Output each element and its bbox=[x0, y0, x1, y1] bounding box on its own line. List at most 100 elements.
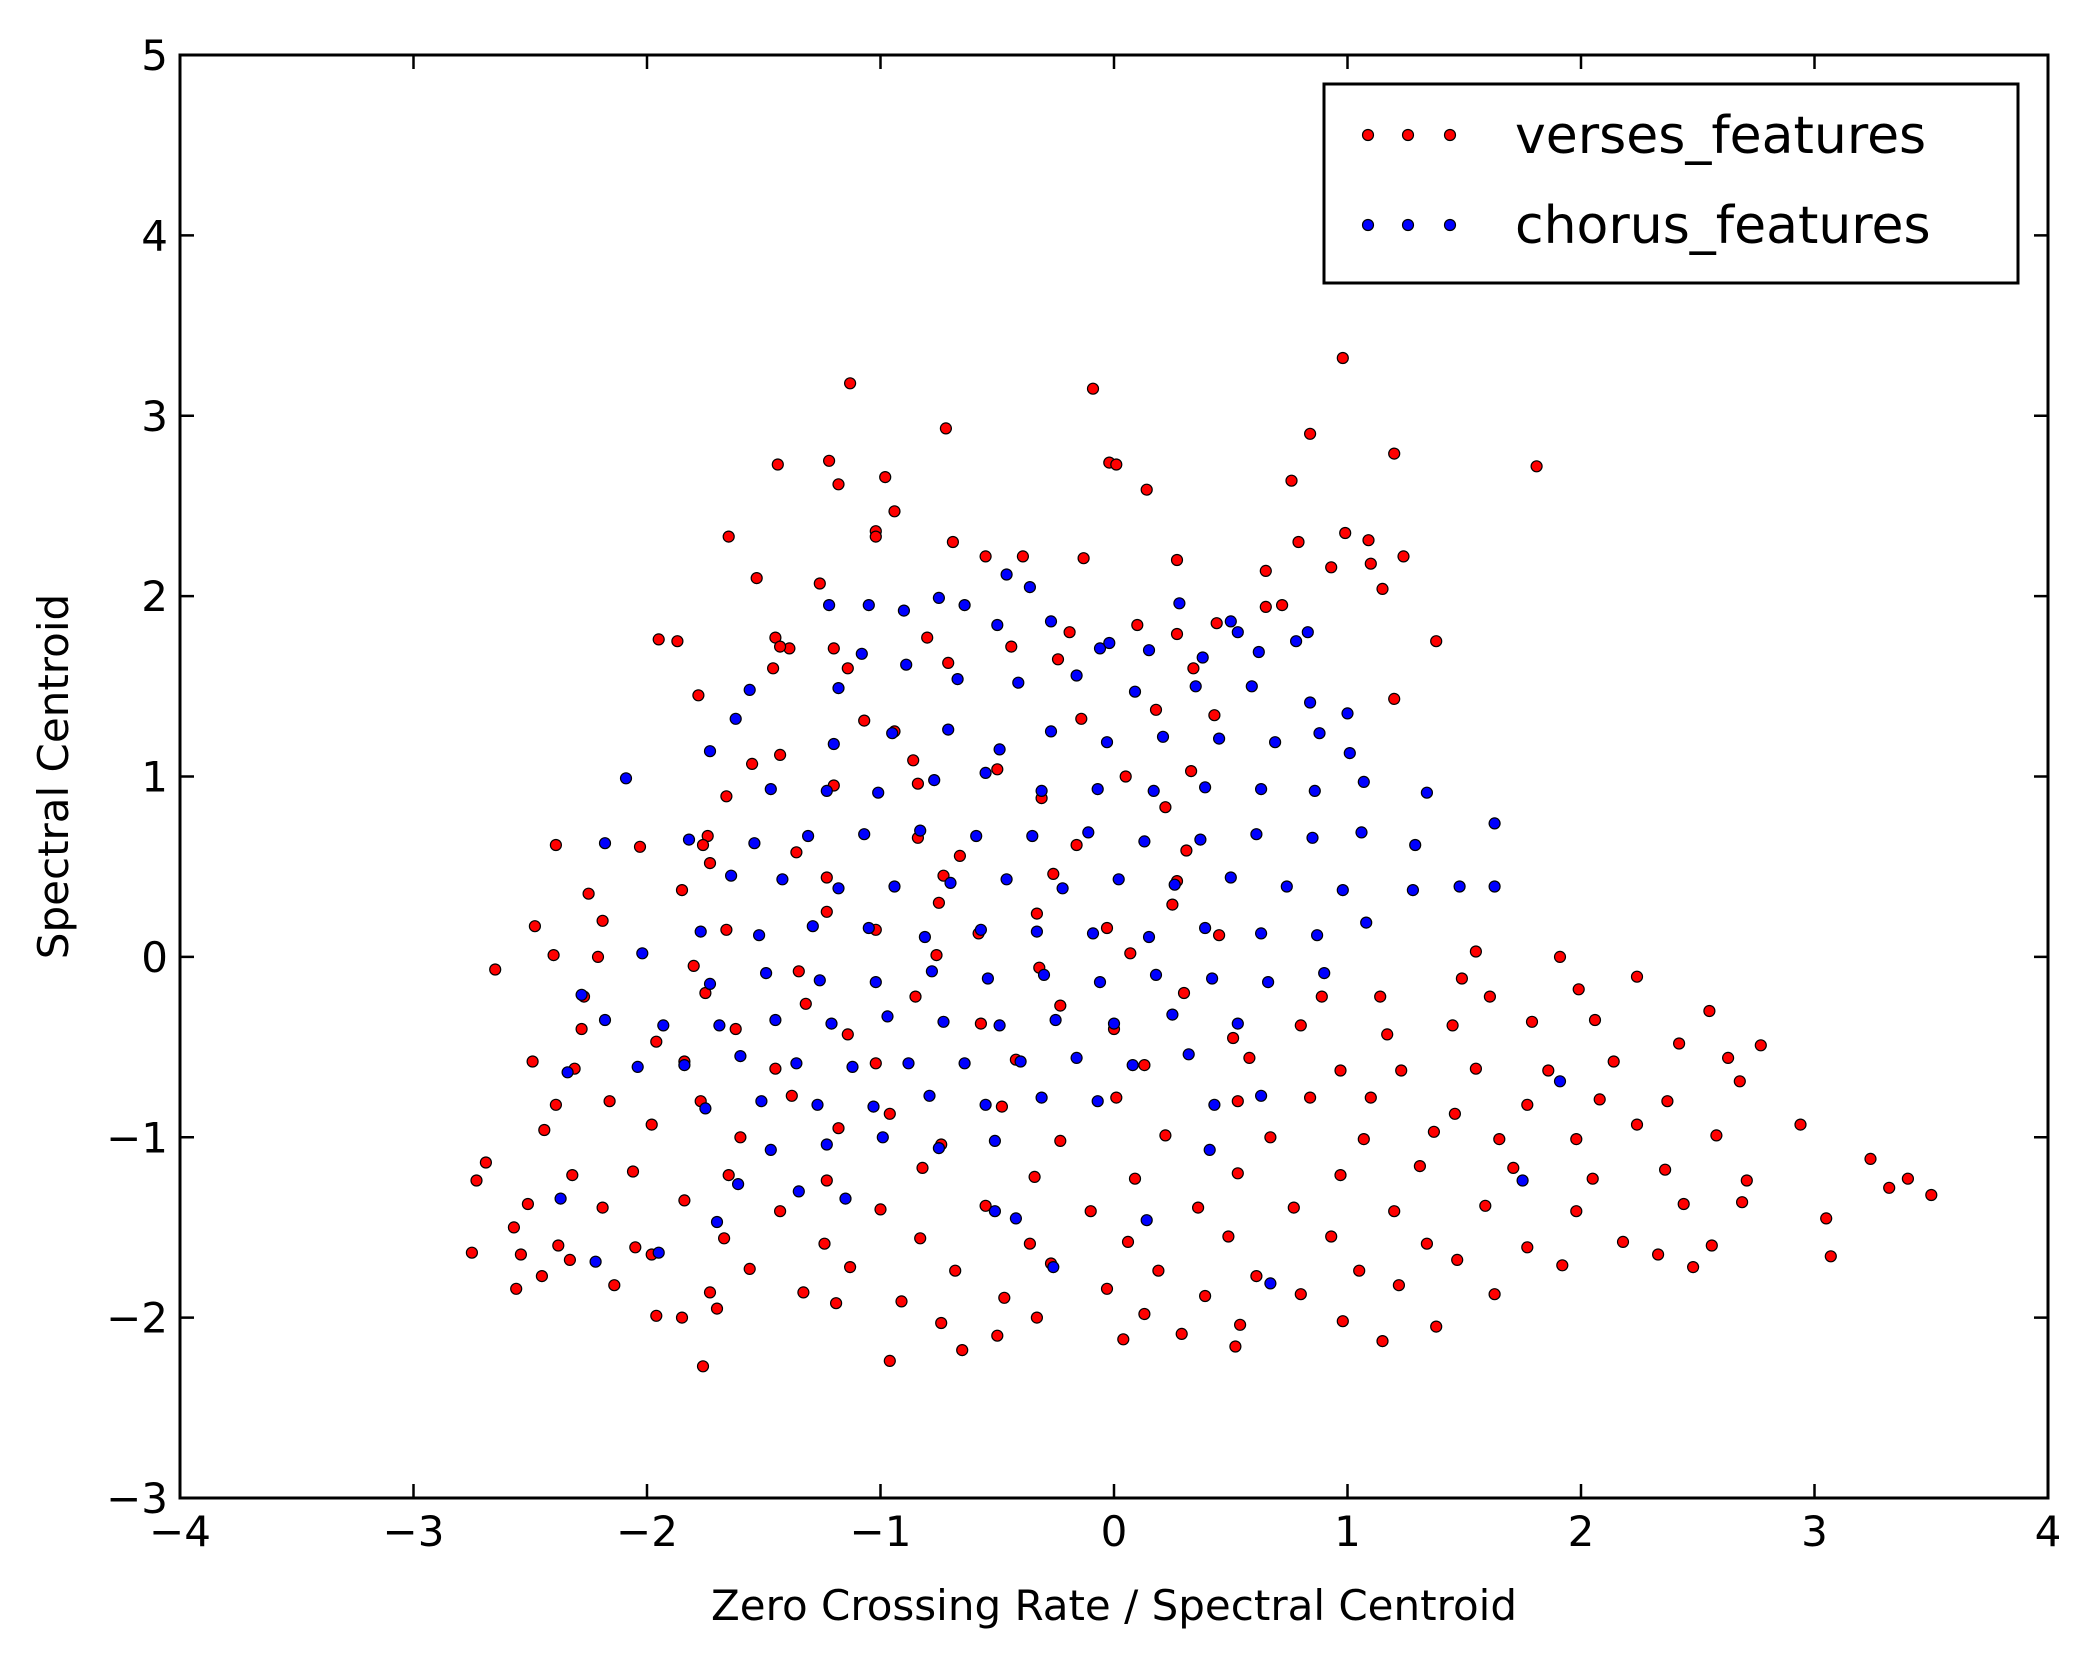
data-point bbox=[923, 1089, 936, 1102]
data-point bbox=[720, 790, 733, 803]
y-tick-label: 4 bbox=[141, 211, 168, 260]
data-point bbox=[1686, 1260, 1700, 1274]
data-point bbox=[1063, 626, 1076, 639]
data-point bbox=[979, 1098, 992, 1111]
data-point bbox=[1124, 947, 1137, 960]
data-point bbox=[832, 478, 845, 491]
data-point bbox=[1453, 880, 1466, 893]
y-tick-label: −1 bbox=[106, 1113, 168, 1162]
data-point bbox=[790, 1057, 803, 1070]
data-point bbox=[1044, 725, 1058, 738]
data-point bbox=[720, 923, 733, 936]
data-point bbox=[766, 662, 780, 675]
data-point bbox=[1735, 1196, 1749, 1209]
data-point bbox=[944, 876, 957, 890]
data-point bbox=[734, 1049, 747, 1063]
data-point bbox=[598, 1013, 612, 1027]
data-point bbox=[1047, 1260, 1060, 1274]
data-point bbox=[998, 1291, 1011, 1304]
data-point bbox=[633, 840, 647, 853]
data-point bbox=[1469, 1062, 1483, 1075]
data-point bbox=[813, 577, 826, 590]
data-point bbox=[1100, 736, 1114, 749]
data-point bbox=[1553, 950, 1567, 964]
data-point bbox=[1572, 983, 1585, 996]
data-point bbox=[820, 1138, 833, 1151]
y-tick-label: 2 bbox=[141, 572, 168, 621]
data-point bbox=[1343, 746, 1356, 760]
data-point bbox=[1303, 696, 1317, 709]
data-point bbox=[1413, 1159, 1427, 1173]
data-point bbox=[1530, 460, 1543, 473]
data-point bbox=[1630, 1118, 1644, 1131]
data-point bbox=[1077, 552, 1090, 565]
data-point bbox=[895, 1295, 908, 1308]
data-point bbox=[855, 647, 868, 660]
data-point bbox=[652, 633, 665, 646]
data-point bbox=[696, 1360, 710, 1373]
data-point bbox=[1044, 615, 1058, 628]
data-point bbox=[1254, 782, 1268, 796]
data-point bbox=[937, 869, 950, 882]
data-point bbox=[1409, 838, 1422, 852]
data-point bbox=[1446, 1019, 1459, 1032]
data-point bbox=[1616, 1235, 1630, 1249]
data-point bbox=[1721, 1051, 1735, 1065]
data-point bbox=[942, 656, 955, 670]
data-point bbox=[1000, 568, 1013, 581]
data-point bbox=[1016, 550, 1030, 563]
data-point bbox=[566, 1168, 579, 1182]
data-point bbox=[979, 1199, 992, 1212]
data-point bbox=[755, 1095, 768, 1108]
data-point bbox=[862, 921, 875, 935]
data-point bbox=[1794, 1118, 1807, 1131]
data-point bbox=[1754, 1039, 1767, 1052]
data-point bbox=[596, 914, 609, 927]
data-point bbox=[675, 883, 689, 897]
data-point bbox=[946, 535, 960, 549]
data-point bbox=[872, 786, 885, 799]
series-chorus_features bbox=[554, 568, 1567, 1290]
data-point bbox=[932, 1141, 946, 1155]
x-tick-label: −2 bbox=[616, 1507, 678, 1556]
data-point bbox=[811, 1098, 824, 1111]
data-point bbox=[1820, 1212, 1833, 1225]
legend-marker-dot bbox=[1361, 218, 1375, 232]
data-point bbox=[1084, 1205, 1097, 1218]
data-point bbox=[1159, 1129, 1172, 1142]
data-point bbox=[1156, 730, 1170, 743]
data-point bbox=[1208, 1098, 1221, 1111]
data-point bbox=[1336, 883, 1349, 897]
data-point bbox=[822, 598, 836, 612]
data-point bbox=[1824, 1250, 1837, 1263]
data-point bbox=[974, 1017, 988, 1030]
data-point bbox=[1318, 966, 1331, 980]
data-point bbox=[1740, 1174, 1753, 1187]
data-point bbox=[703, 977, 717, 991]
data-point bbox=[1184, 764, 1198, 778]
data-point bbox=[1553, 1075, 1567, 1088]
data-point bbox=[813, 974, 826, 987]
x-tick-label: 4 bbox=[2035, 1507, 2062, 1556]
data-point bbox=[1198, 1289, 1212, 1303]
data-point bbox=[1325, 1230, 1338, 1243]
data-point bbox=[790, 846, 803, 859]
data-point bbox=[650, 1309, 663, 1322]
legend-marker-verses bbox=[1361, 128, 1457, 142]
data-point bbox=[911, 777, 925, 790]
data-point bbox=[745, 757, 759, 771]
data-point bbox=[841, 662, 854, 675]
data-point bbox=[785, 1089, 798, 1102]
data-point bbox=[1488, 1288, 1501, 1301]
data-point bbox=[995, 1100, 1009, 1113]
data-point bbox=[1268, 736, 1282, 749]
data-point bbox=[1023, 1237, 1037, 1250]
data-point bbox=[1103, 636, 1116, 650]
data-point bbox=[1488, 817, 1501, 830]
data-point bbox=[1397, 550, 1410, 563]
data-point bbox=[1138, 835, 1151, 848]
y-tick-label: 0 bbox=[141, 933, 168, 982]
